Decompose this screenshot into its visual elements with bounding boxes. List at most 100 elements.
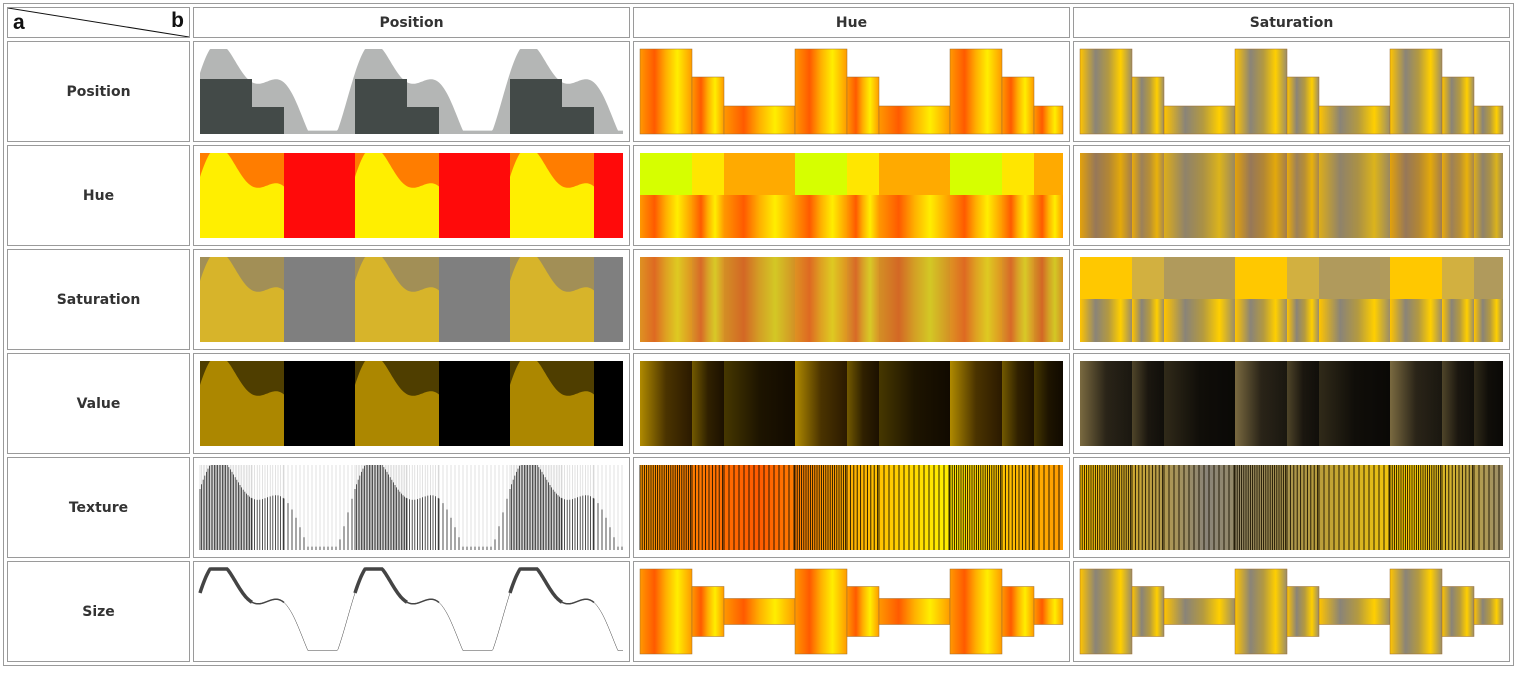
position-bar — [510, 79, 562, 134]
gradient-bar — [691, 76, 725, 135]
curve-fill — [562, 183, 594, 238]
encoding-figure — [1079, 48, 1504, 135]
gradient-size-bar — [1441, 586, 1475, 637]
gradient-band — [1390, 153, 1442, 238]
value-band — [1390, 361, 1442, 446]
gradient-size-bar — [794, 568, 848, 655]
flat-color-band — [795, 153, 847, 195]
value-overlay — [1287, 361, 1319, 446]
encoding-figure — [200, 49, 623, 134]
visual-variables-matrix: a b Position Hue Saturation Position Hue… — [3, 3, 1514, 666]
background-band — [439, 257, 510, 342]
gradient-bar — [1079, 48, 1133, 135]
size-curve-segment — [198, 567, 253, 604]
gradient-bar — [1286, 76, 1320, 135]
gradient-size-bar — [1131, 586, 1165, 637]
flat-color-band — [1474, 257, 1503, 299]
gradient-bar — [949, 48, 1003, 135]
gradient-size-bar — [1163, 598, 1236, 625]
cell-hue-saturation — [1073, 145, 1510, 246]
encoding-figure — [639, 48, 1064, 135]
value-band — [1235, 361, 1287, 446]
flat-color-band — [1164, 257, 1235, 299]
background-band — [594, 257, 623, 342]
gradient-size-bar — [1286, 586, 1320, 637]
tint-overlay — [950, 257, 1002, 342]
flat-color-band — [879, 153, 950, 195]
curve-fill — [510, 257, 562, 342]
flat-color-band — [1442, 257, 1474, 299]
flat-color-band — [692, 153, 724, 195]
gradient-bar — [846, 76, 880, 135]
encoding-figure — [640, 361, 1063, 446]
background-band — [284, 257, 355, 342]
flat-color-band — [1235, 257, 1287, 299]
position-bar — [200, 79, 252, 134]
tint-overlay — [1132, 153, 1164, 238]
tint-overlay — [1034, 257, 1063, 342]
curve-fill — [510, 361, 562, 446]
value-overlay — [1474, 361, 1503, 446]
encoding-figure — [1079, 568, 1504, 655]
encoding-figure — [200, 361, 623, 446]
curve-fill — [200, 153, 252, 238]
cell-position-hue — [633, 41, 1070, 142]
gradient-band — [1164, 153, 1235, 238]
value-band — [1287, 361, 1319, 446]
tint-overlay — [1319, 153, 1390, 238]
gradient-band — [692, 257, 724, 342]
gradient-band — [1034, 257, 1063, 342]
size-curve-segment — [593, 602, 623, 651]
position-bar — [562, 107, 594, 134]
cell-value-position — [193, 353, 630, 454]
column-header-hue: Hue — [633, 7, 1070, 38]
curve-fill — [355, 361, 407, 446]
corner-diagonal — [8, 8, 189, 37]
gradient-band — [1319, 153, 1390, 238]
size-curve-segment — [508, 567, 563, 604]
value-band — [640, 361, 692, 446]
column-header-position: Position — [193, 7, 630, 38]
background-band — [594, 153, 623, 238]
flat-color-band — [1132, 257, 1164, 299]
gradient-bar — [639, 48, 693, 135]
gradient-size-bar — [1234, 568, 1288, 655]
corner-label-a: a — [13, 11, 25, 34]
row-label-hue: Hue — [7, 145, 190, 246]
value-overlay — [1132, 361, 1164, 446]
position-bar — [252, 107, 284, 134]
cell-saturation-saturation — [1073, 249, 1510, 350]
value-overlay — [1164, 361, 1235, 446]
encoding-figure — [200, 257, 623, 342]
gradient-bar — [1318, 105, 1391, 135]
encoding-figure — [1080, 257, 1503, 342]
value-overlay — [1034, 361, 1063, 446]
gradient-band — [1080, 153, 1132, 238]
encoding-figure — [640, 257, 1063, 342]
tint-overlay — [1474, 153, 1503, 238]
tint-overlay — [1390, 153, 1442, 238]
gradient-band — [1002, 257, 1034, 342]
cell-texture-hue — [633, 457, 1070, 558]
curve-fill — [562, 287, 594, 342]
value-band — [1132, 361, 1164, 446]
value-band — [950, 361, 1002, 446]
size-curve-segment — [438, 592, 511, 651]
curve-fill — [510, 153, 562, 238]
gradient-size-bar — [691, 586, 725, 637]
curve-fill — [407, 391, 439, 446]
value-overlay — [1319, 361, 1390, 446]
size-curve-segment — [283, 592, 356, 651]
tint-overlay — [692, 257, 724, 342]
gradient-band — [795, 257, 847, 342]
row-label-saturation: Saturation — [7, 249, 190, 350]
gradient-size-bar — [1033, 598, 1064, 625]
gradient-size-bar — [1079, 568, 1133, 655]
background-band — [284, 153, 355, 238]
encoding-figure — [1080, 153, 1503, 238]
value-band — [1002, 361, 1034, 446]
value-band — [692, 361, 724, 446]
cell-texture-saturation — [1073, 457, 1510, 558]
encoding-figure — [639, 465, 1063, 550]
cell-texture-position — [193, 457, 630, 558]
